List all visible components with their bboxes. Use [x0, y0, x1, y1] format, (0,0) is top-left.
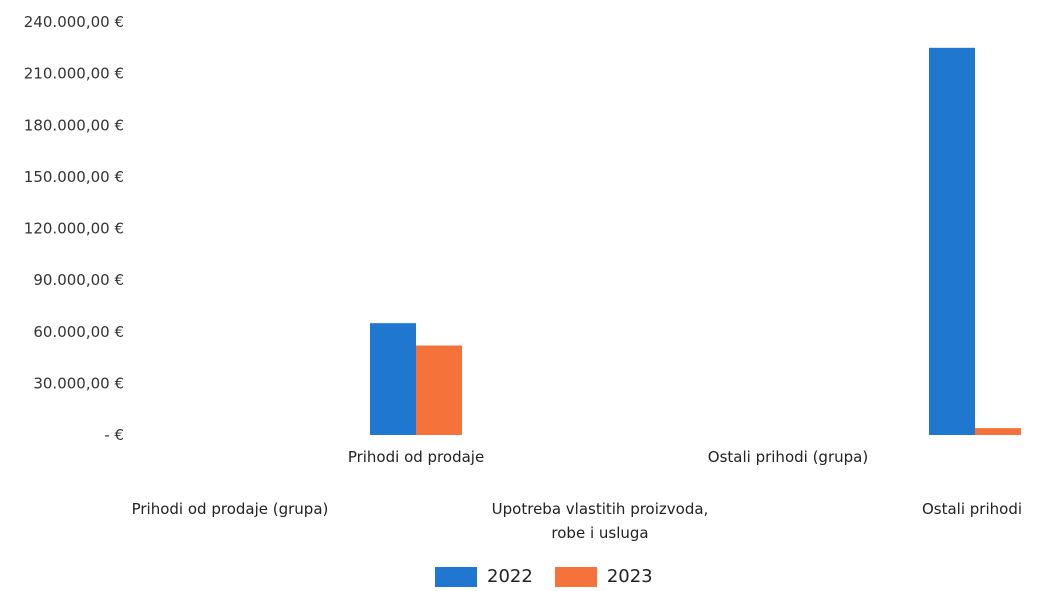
- y-tick-label: 90.000,00 €: [33, 271, 124, 289]
- bar-2023-4: [975, 428, 1021, 435]
- y-tick-label: 150.000,00 €: [24, 168, 124, 186]
- legend-swatch-2023: [554, 566, 597, 587]
- bar-2022-4: [929, 47, 975, 435]
- legend-item-2022: 2022: [435, 566, 533, 587]
- bar-2023-1: [416, 345, 462, 435]
- legend-label-2023: 2023: [606, 566, 653, 587]
- y-tick-label: 60.000,00 €: [33, 323, 124, 341]
- x-category-label: Ostali prihodi: [922, 500, 1022, 518]
- y-tick-label: 240.000,00 €: [24, 13, 124, 31]
- legend-swatch-2022: [435, 566, 477, 587]
- legend-item-2023: 2023: [554, 566, 653, 587]
- y-tick-label: 120.000,00 €: [24, 220, 124, 238]
- x-category-label: Ostali prihodi (grupa): [708, 448, 868, 466]
- y-axis: 240.000,00 € 210.000,00 € 180.000,00 € 150.…: [24, 13, 124, 444]
- x-category-label: robe i usluga: [551, 524, 648, 542]
- x-axis: Prihodi od prodaje (grupa) Prihodi od pro…: [132, 448, 1022, 542]
- bars: [370, 47, 1021, 435]
- x-category-label: Prihodi od prodaje (grupa): [132, 500, 329, 518]
- y-tick-label: 180.000,00 €: [24, 116, 124, 134]
- y-tick-label: 210.000,00 €: [24, 65, 124, 83]
- y-tick-label: - €: [104, 426, 124, 444]
- x-category-label: Prihodi od prodaje: [348, 448, 484, 466]
- legend-label-2022: 2022: [487, 566, 533, 587]
- y-tick-label: 30.000,00 €: [33, 374, 124, 392]
- x-category-label: Upotreba vlastitih proizvoda,: [492, 500, 709, 518]
- bar-2022-1: [370, 323, 416, 435]
- legend: 2022 2023: [435, 566, 667, 587]
